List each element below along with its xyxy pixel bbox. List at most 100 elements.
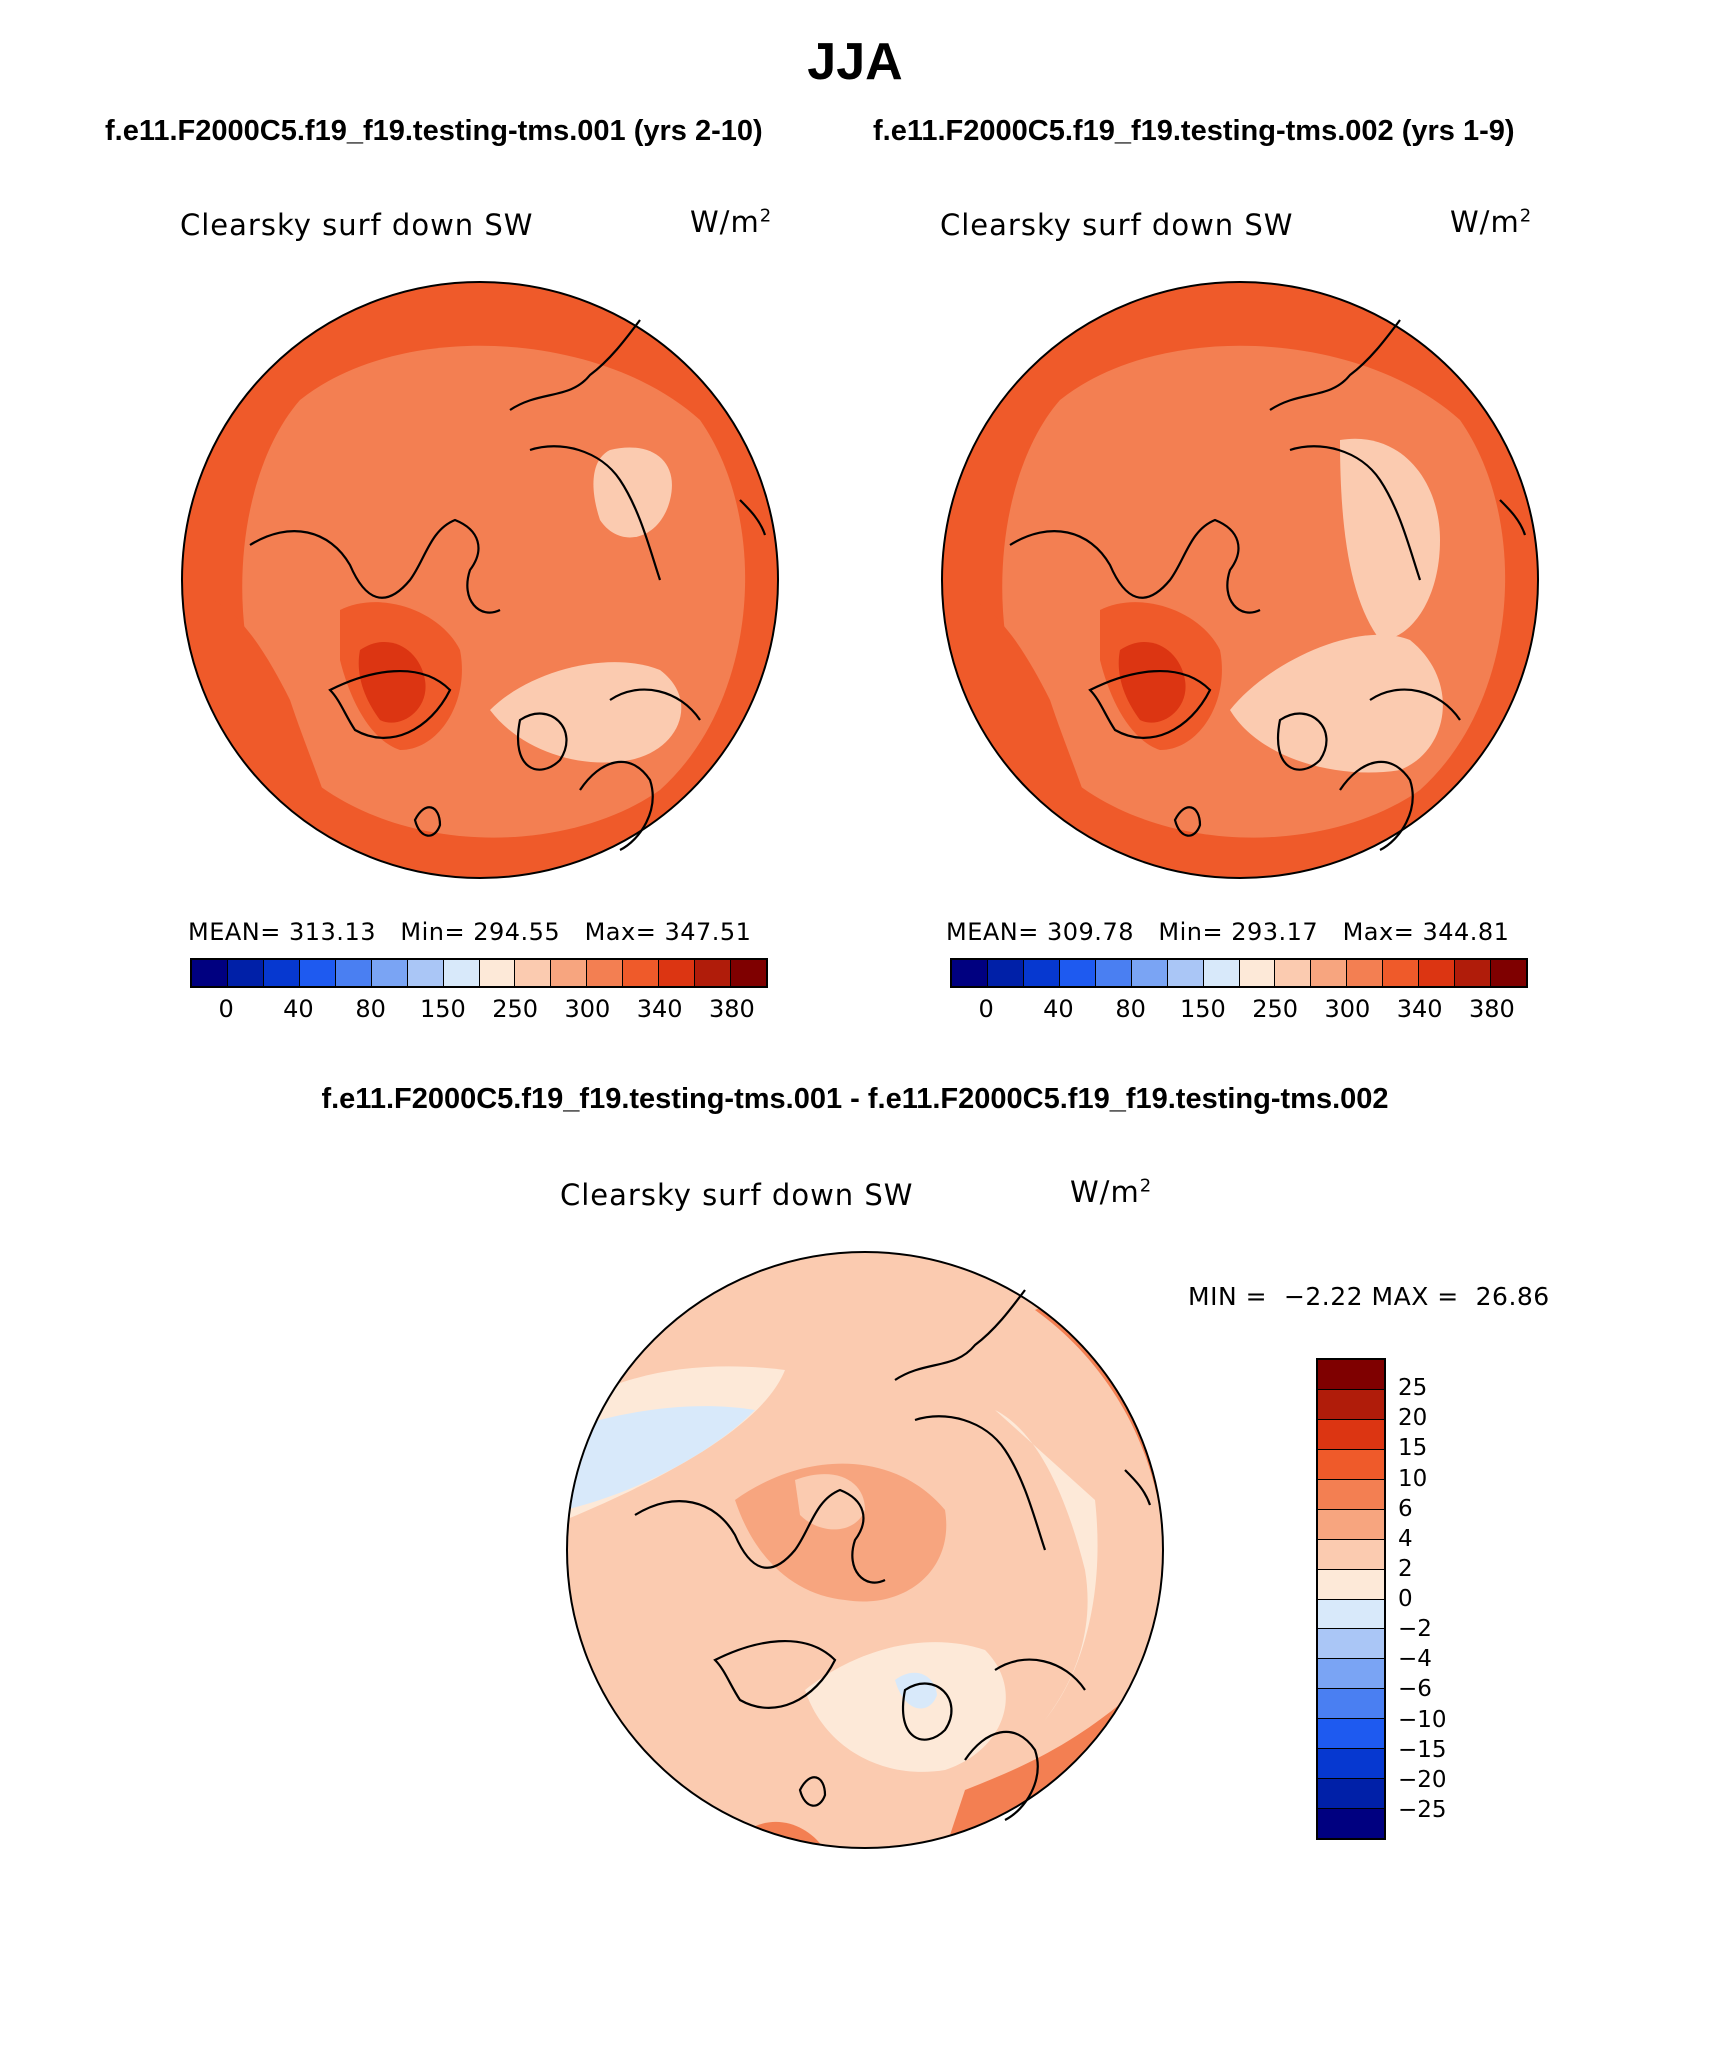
diff-colorbar-swatch — [1318, 1449, 1384, 1480]
hticks2-label: 300 — [1324, 995, 1371, 1023]
hticks1-label: 380 — [708, 995, 755, 1023]
panel-1-stats: MEAN= 313.13 Min= 294.55 Max= 347.51 — [188, 918, 752, 946]
diff-colorbar-tick-label: −2 — [1398, 1616, 1432, 1643]
panel-1-colorbar — [190, 958, 768, 988]
hbar2-swatch — [1311, 960, 1348, 986]
diff-colorbar-tick-label: −20 — [1398, 1766, 1447, 1793]
diff-colorbar-swatch — [1318, 1719, 1384, 1750]
hbar2-swatch — [952, 960, 988, 986]
diff-atlantic-low — [995, 1410, 1098, 1720]
diff-colorbar-swatch — [1318, 1629, 1384, 1660]
panel-2-run-label: f.e11.F2000C5.f19_f19.testing-tms.002 (y… — [873, 115, 1515, 147]
hbar2-swatch — [1455, 960, 1492, 986]
hbar1-swatch — [227, 960, 264, 986]
diff-colorbar-swatch — [1318, 1389, 1384, 1420]
diff-colorbar-swatch — [1318, 1360, 1384, 1390]
hbar1-swatch — [731, 960, 766, 986]
hbar1-swatch — [192, 960, 228, 986]
panel-2-polar-map — [941, 281, 1539, 879]
diff-arctic-high — [735, 1463, 947, 1602]
panel-2-coastlines — [1009, 319, 1527, 851]
panel-1-coastlines — [249, 319, 767, 851]
hbar2-swatch — [1059, 960, 1096, 986]
panel-1-map-border — [181, 281, 779, 879]
hbar1-swatch — [407, 960, 444, 986]
hticks1-label: 80 — [355, 995, 386, 1023]
diff-arctic-core — [795, 1474, 865, 1530]
hbar1-swatch — [335, 960, 372, 986]
panel-1-polar-map — [181, 281, 779, 879]
panel-1-high-region — [490, 662, 682, 763]
diff-colorbar-tick-label: −4 — [1398, 1646, 1432, 1673]
hticks1-label: 300 — [564, 995, 611, 1023]
hbar2-swatch — [1167, 960, 1204, 986]
diff-colorbar-swatch — [1318, 1689, 1384, 1720]
diff-colorbar-swatch — [1318, 1539, 1384, 1570]
hticks1-label: 150 — [419, 995, 466, 1023]
hbar2-swatch — [1239, 960, 1276, 986]
hbar2-swatch — [1491, 960, 1526, 986]
hticks2-label: 40 — [1043, 995, 1074, 1023]
hbar1-swatch — [659, 960, 696, 986]
hbar2-swatch — [987, 960, 1024, 986]
diff-colorbar-tick-label: 10 — [1398, 1465, 1428, 1492]
hbar1-swatch — [695, 960, 732, 986]
hbar2-swatch — [1383, 960, 1420, 986]
diff-colorbar-tick-label: −6 — [1398, 1676, 1432, 1703]
panel-2-greenland-core — [1118, 641, 1186, 723]
diff-variable: Clearsky surf down SW — [560, 1178, 914, 1212]
diff-colorbar-ticks: 25 20 15 10 6 4 2 0 −2 −4 −6 −10 −15 −20 −25 — [1398, 1358, 1518, 1840]
hbar1-swatch — [623, 960, 660, 986]
hbar2-swatch — [1275, 960, 1312, 986]
diff-colorbar-swatch — [1318, 1779, 1384, 1810]
hticks1-label: 0 — [218, 995, 234, 1023]
hticks1-label: 340 — [636, 995, 683, 1023]
diff-colorbar-tick-label: 25 — [1398, 1375, 1428, 1402]
diff-colorbar-tick-label: 20 — [1398, 1405, 1428, 1432]
hticks1-label: 250 — [492, 995, 539, 1023]
hbar2-swatch — [1347, 960, 1384, 986]
hbar1-swatch — [515, 960, 552, 986]
hbar1-swatch — [587, 960, 624, 986]
panel-2-high-region — [1230, 634, 1443, 773]
diff-colorbar-tick-label: 6 — [1398, 1495, 1413, 1522]
diff-colorbar-swatch — [1318, 1509, 1384, 1540]
diff-scandinavia-negative — [895, 1672, 937, 1709]
hbar2-swatch — [1419, 960, 1456, 986]
hbar2-swatch — [1023, 960, 1060, 986]
panel-1-run-label: f.e11.F2000C5.f19_f19.testing-tms.001 (y… — [105, 115, 763, 147]
hbar1-swatch — [443, 960, 480, 986]
diff-eurasia-low — [805, 1642, 1006, 1772]
diff-minmax: MIN = −2.22 MAX = 26.86 — [1188, 1282, 1550, 1311]
diff-colorbar-tick-label: 0 — [1398, 1586, 1413, 1612]
panel-1-colorbar-ticks: 0 40 80 150 250 300 340 380 — [190, 995, 768, 1025]
hticks2-label: 250 — [1252, 995, 1299, 1023]
diff-colorbar — [1316, 1358, 1386, 1840]
diff-polar-map — [566, 1251, 1164, 1849]
diff-colorbar-tick-label: 15 — [1398, 1435, 1428, 1462]
panel-1-greenland-core — [358, 641, 426, 723]
diff-map-border — [566, 1251, 1164, 1849]
diff-units: W/m2 — [1070, 1175, 1153, 1209]
hticks2-label: 380 — [1468, 995, 1515, 1023]
panel-2-variable: Clearsky surf down SW — [940, 208, 1294, 242]
diff-colorbar-tick-label: −10 — [1398, 1706, 1447, 1733]
hticks2-label: 340 — [1396, 995, 1443, 1023]
diff-colorbar-tick-label: −25 — [1398, 1796, 1447, 1823]
diff-colorbar-swatch — [1318, 1569, 1384, 1600]
panel-2-colorbar — [950, 958, 1528, 988]
hbar1-swatch — [551, 960, 588, 986]
hbar1-swatch — [371, 960, 408, 986]
panel-1-variable: Clearsky surf down SW — [180, 208, 534, 242]
hticks2-label: 80 — [1115, 995, 1146, 1023]
hbar2-swatch — [1203, 960, 1240, 986]
diff-colorbar-tick-label: 4 — [1398, 1525, 1413, 1552]
diff-coastlines — [634, 1289, 1152, 1821]
panel-1-interior-field — [242, 345, 746, 838]
hbar1-swatch — [263, 960, 300, 986]
diff-colorbar-swatch — [1318, 1479, 1384, 1510]
hticks1-label: 40 — [283, 995, 314, 1023]
diff-colorbar-tick-label: −15 — [1398, 1736, 1447, 1763]
hbar1-swatch — [299, 960, 336, 986]
hbar1-swatch — [479, 960, 516, 986]
